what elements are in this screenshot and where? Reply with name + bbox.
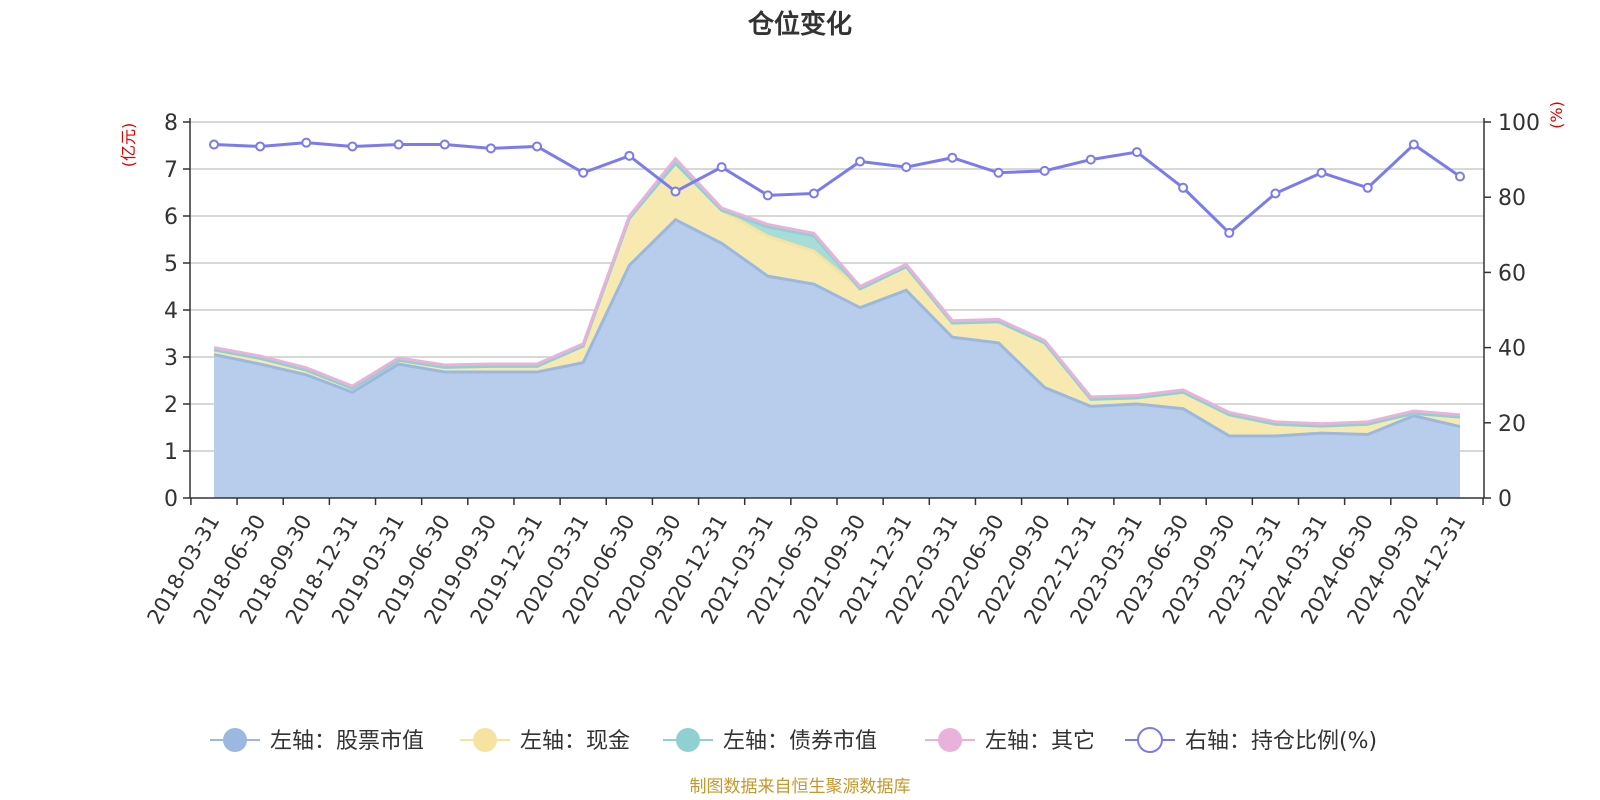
legend-label: 右轴：持仓比例(%) bbox=[1185, 729, 1377, 754]
legend-marker-icon bbox=[1137, 727, 1163, 753]
ratio-point bbox=[993, 167, 1004, 178]
ratio-line bbox=[209, 137, 1465, 238]
legend-label: 左轴：现金 bbox=[520, 729, 630, 754]
legend-marker-icon bbox=[223, 728, 247, 752]
ratio-point bbox=[716, 162, 727, 173]
legend-item[interactable]: 左轴：现金 bbox=[460, 728, 630, 754]
ratio-point bbox=[439, 139, 450, 150]
ratio-point bbox=[855, 156, 866, 167]
legend-item[interactable]: 右轴：持仓比例(%) bbox=[1125, 727, 1377, 754]
ratio-point bbox=[1316, 167, 1327, 178]
ratio-point bbox=[209, 139, 219, 150]
right-tick-label: 20 bbox=[1498, 412, 1526, 437]
left-tick-label: 4 bbox=[164, 299, 178, 324]
ratio-point bbox=[1131, 147, 1142, 158]
left-tick-label: 8 bbox=[164, 111, 178, 136]
legend-marker-icon bbox=[676, 728, 700, 752]
right-tick-label: 80 bbox=[1498, 186, 1526, 211]
ratio-point bbox=[1085, 154, 1096, 165]
left-tick-label: 0 bbox=[164, 487, 178, 512]
left-axis-unit: (亿元) bbox=[119, 123, 138, 168]
ratio-point bbox=[947, 152, 958, 163]
legend-item[interactable]: 左轴：其它 bbox=[925, 728, 1095, 754]
ratio-point bbox=[1455, 171, 1465, 182]
left-tick-label: 1 bbox=[164, 440, 178, 465]
legend-label: 左轴：债券市值 bbox=[723, 729, 877, 754]
ratio-point bbox=[301, 137, 312, 148]
ratio-point bbox=[1178, 182, 1189, 193]
right-tick-label: 60 bbox=[1498, 261, 1526, 286]
area-0 bbox=[214, 219, 1460, 498]
left-tick-label: 3 bbox=[164, 346, 178, 371]
area-series bbox=[213, 156, 1461, 498]
right-tick-label: 40 bbox=[1498, 337, 1526, 362]
legend-label: 左轴：股票市值 bbox=[270, 729, 424, 754]
right-tick-label: 100 bbox=[1498, 111, 1540, 136]
ratio-point bbox=[347, 141, 358, 152]
left-tick-label: 5 bbox=[164, 252, 178, 277]
chart-title: 仓位变化 bbox=[747, 9, 852, 40]
legend-marker-icon bbox=[473, 728, 497, 752]
legend-marker-icon bbox=[938, 728, 962, 752]
legend: 左轴：股票市值 左轴：现金 左轴：债券市值 左轴：其它 右轴：持仓比例(%) bbox=[210, 727, 1377, 754]
ratio-point bbox=[670, 186, 681, 197]
ratio-point bbox=[1408, 139, 1419, 150]
left-tick-label: 2 bbox=[164, 393, 178, 418]
ratio-point bbox=[255, 141, 266, 152]
legend-label: 左轴：其它 bbox=[985, 729, 1095, 754]
legend-item[interactable]: 左轴：股票市值 bbox=[210, 728, 424, 754]
area-edge-3 bbox=[213, 156, 1461, 426]
ratio-point bbox=[808, 188, 819, 199]
ratio-point bbox=[532, 141, 543, 152]
ratio-point bbox=[901, 162, 912, 173]
ratio-point bbox=[578, 167, 589, 178]
ratio-point bbox=[393, 139, 404, 150]
ratio-point bbox=[1270, 188, 1281, 199]
right-tick-label: 0 bbox=[1498, 487, 1512, 512]
legend-item[interactable]: 左轴：债券市值 bbox=[663, 728, 877, 754]
ratio-point bbox=[1039, 165, 1050, 176]
left-tick-label: 7 bbox=[164, 158, 178, 183]
right-axis-unit: (%) bbox=[1547, 101, 1566, 129]
area-edge-0 bbox=[213, 217, 1461, 438]
ratio-point bbox=[1224, 227, 1235, 238]
ratio-point bbox=[485, 143, 496, 154]
ratio-point bbox=[1362, 182, 1373, 193]
ratio-point bbox=[762, 190, 773, 201]
area-edge-2 bbox=[213, 161, 1461, 428]
left-tick-label: 6 bbox=[164, 205, 178, 230]
ratio-point bbox=[624, 150, 635, 161]
ratio-line-path bbox=[213, 141, 1461, 235]
data-source-note: 制图数据来自恒生聚源数据库 bbox=[690, 777, 911, 797]
